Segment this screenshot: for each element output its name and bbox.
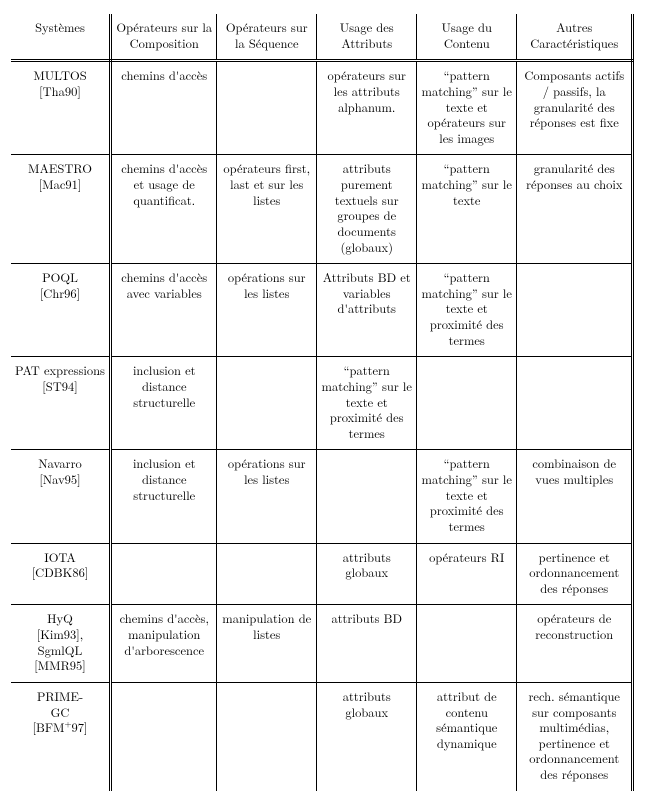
table-cell: attributs globaux: [317, 543, 417, 605]
table-cell: [217, 682, 317, 790]
table-cell: opérateurs sur les attributs alphanum.: [317, 61, 417, 155]
systems-comparison-table: SystèmesOpérateurs sur la CompositionOpé…: [11, 14, 635, 791]
table-cell: [111, 682, 217, 790]
table-cell: chemins d'accès: [111, 61, 217, 155]
table-cell: [417, 357, 517, 450]
table-cell: inclusion et distance structurelle: [111, 450, 217, 543]
table-cell: opérations sur les listes: [217, 264, 317, 357]
table-cell: chemins d'accès et usage de quantificat.: [111, 155, 217, 264]
table-cell: rech. sémantique sur composants multiméd…: [517, 682, 633, 790]
table-cell: chemins d'accès, manipulation d'arboresc…: [111, 605, 217, 683]
system-name-cell: Navarro[Nav95]: [11, 450, 111, 543]
table-cell: opérateurs first, last et sur les listes: [217, 155, 317, 264]
table-cell: attribut de contenu sémantique dynamique: [417, 682, 517, 790]
table-cell: [517, 357, 633, 450]
table-cell: [111, 543, 217, 605]
table-cell: “pattern matching” sur le texte et proxi…: [417, 264, 517, 357]
table-cell: attributs purement textuels sur groupes …: [317, 155, 417, 264]
table-cell: attributs BD: [317, 605, 417, 683]
table-cell: chemins d'accès avec variables: [111, 264, 217, 357]
table-cell: “pattern matching” sur le texte: [417, 155, 517, 264]
table-cell: Attributs BD et variables d'attributs: [317, 264, 417, 357]
table-cell: combinaison de vues multiples: [517, 450, 633, 543]
table-cell: [417, 605, 517, 683]
table-cell: inclusion et distance structurelle: [111, 357, 217, 450]
column-header: Autres Caractéristiques: [517, 14, 633, 61]
table-cell: [517, 264, 633, 357]
table-cell: [217, 357, 317, 450]
system-name-cell: MAESTRO[Mac91]: [11, 155, 111, 264]
table-cell: [217, 61, 317, 155]
table-cell: granularité des réponses au choix: [517, 155, 633, 264]
table-cell: opérations sur les listes: [217, 450, 317, 543]
system-name-cell: POQL[Chr96]: [11, 264, 111, 357]
table-cell: attributs globaux: [317, 682, 417, 790]
column-header: Usage du Contenu: [417, 14, 517, 61]
column-header: Usage des Attributs: [317, 14, 417, 61]
table-cell: “pattern matching” sur le texte et opéra…: [417, 61, 517, 155]
system-name-cell: HyQ[Kim93], SgmlQL[MMR95]: [11, 605, 111, 683]
table-cell: Composants actifs / passifs, la granular…: [517, 61, 633, 155]
system-name-cell: IOTA[CDBK86]: [11, 543, 111, 605]
table-cell: [217, 543, 317, 605]
system-name-cell: PRIME-GC[BFM+97]: [11, 682, 111, 790]
table-cell: “pattern matching” sur le texte et proxi…: [417, 450, 517, 543]
system-name-cell: MULTOS[Tha90]: [11, 61, 111, 155]
table-cell: opérateurs de reconstruction: [517, 605, 633, 683]
table-cell: opérateurs RI: [417, 543, 517, 605]
column-header: Systèmes: [11, 14, 111, 61]
table-cell: pertinence et ordonnancement des réponse…: [517, 543, 633, 605]
table-cell: manipulation de listes: [217, 605, 317, 683]
column-header: Opérateurs sur la Séquence: [217, 14, 317, 61]
system-name-cell: PAT expressions[ST94]: [11, 357, 111, 450]
column-header: Opérateurs sur la Composition: [111, 14, 217, 61]
table-cell: “pattern matching” sur le texte et proxi…: [317, 357, 417, 450]
table-cell: [317, 450, 417, 543]
